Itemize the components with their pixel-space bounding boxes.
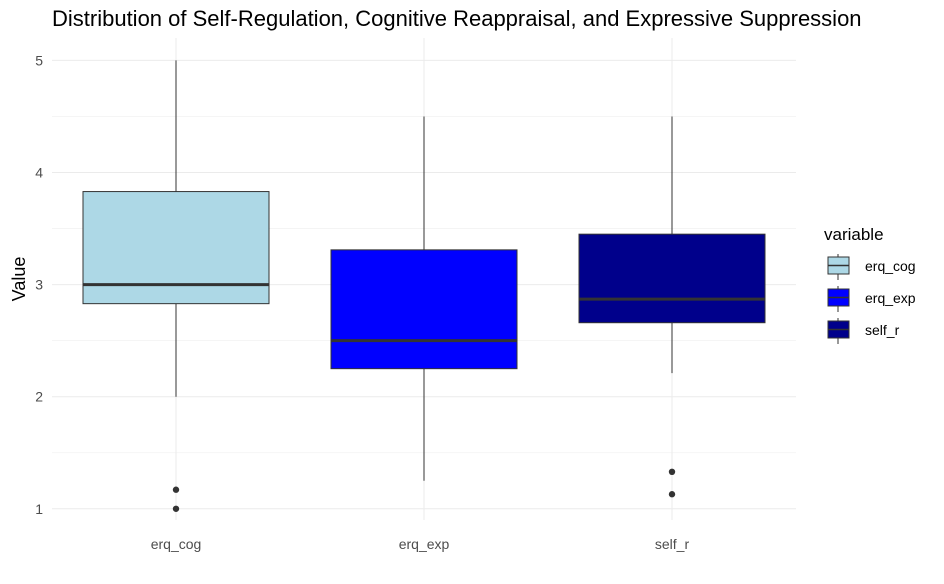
x-tick-label: erq_cog	[151, 536, 202, 552]
legend: variable erq_cog erq_exp self_r	[824, 225, 916, 344]
legend-label: erq_exp	[865, 290, 916, 306]
y-tick-label: 4	[35, 165, 43, 181]
y-tick-label: 2	[35, 389, 43, 405]
x-tick-label: self_r	[655, 536, 690, 552]
box-self_r	[578, 116, 766, 498]
legend-item-self_r: self_r	[827, 318, 900, 344]
outlier-point	[668, 468, 676, 475]
box-erq_cog	[82, 60, 270, 512]
y-tick-label: 5	[35, 52, 43, 68]
chart-title: Distribution of Self-Regulation, Cogniti…	[52, 6, 862, 31]
y-tick-label: 1	[35, 501, 43, 517]
box-iqr	[82, 191, 270, 305]
outlier-point	[172, 505, 180, 512]
box-layer	[82, 60, 766, 512]
y-tick-label: 3	[35, 277, 43, 293]
legend-item-erq_exp: erq_exp	[827, 286, 916, 312]
box-iqr	[330, 249, 518, 370]
legend-label: erq_cog	[865, 258, 916, 274]
box-erq_exp	[330, 116, 518, 481]
x-tick-label: erq_exp	[399, 536, 450, 552]
outlier-point	[668, 491, 676, 498]
y-axis-title: Value	[9, 257, 29, 302]
legend-item-erq_cog: erq_cog	[827, 254, 916, 280]
box-iqr	[578, 233, 766, 324]
legend-title: variable	[824, 225, 884, 244]
axis-layer: 1 2 3 4 5 erq_cog erq_exp self_r Value	[9, 52, 689, 552]
legend-label: self_r	[865, 322, 900, 338]
outlier-point	[172, 486, 180, 493]
